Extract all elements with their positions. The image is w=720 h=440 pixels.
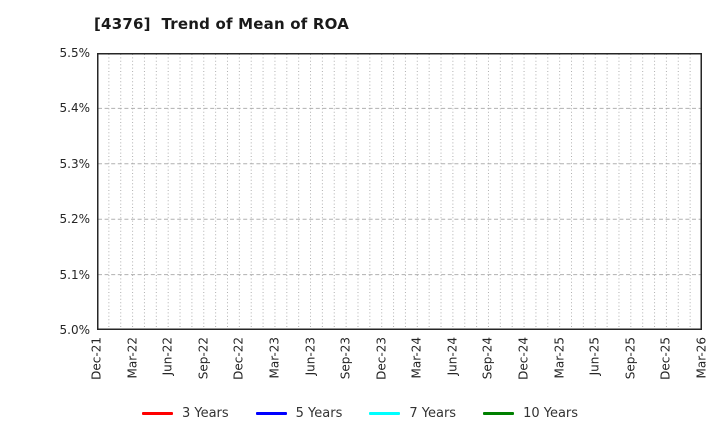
x-tick-label: Jun-23 <box>303 337 318 376</box>
x-tick-label: Jun-24 <box>445 337 460 376</box>
x-tick-label: Dec-23 <box>374 337 389 380</box>
legend-item-7-years: 7 Years <box>369 406 456 421</box>
x-tick-label: Jun-25 <box>587 337 602 376</box>
x-tick-label: Dec-24 <box>516 337 531 380</box>
y-tick-label: 5.1% <box>59 267 91 282</box>
y-tick-label: 5.5% <box>59 46 91 60</box>
x-tick-label: Dec-21 <box>89 337 104 380</box>
x-tick-label: Dec-25 <box>658 337 673 380</box>
legend-item-label: 5 Years <box>295 405 343 421</box>
chart-title: [4376] Trend of Mean of ROA <box>94 15 350 33</box>
x-tick-label: Dec-22 <box>231 337 246 380</box>
legend-item-label: 3 Years <box>181 405 229 421</box>
x-tick-label: Sep-25 <box>623 337 638 380</box>
y-tick-label: 5.4% <box>59 101 91 116</box>
y-tick-label: 5.2% <box>59 212 91 227</box>
x-tick-label: Sep-23 <box>338 337 353 380</box>
x-tick-label: Mar-23 <box>267 337 282 379</box>
x-tick-label: Jun-22 <box>160 337 175 376</box>
legend-item-5-years: 5 Years <box>255 405 343 421</box>
legend-line-swatch <box>369 411 401 415</box>
legend: 3 Years 5 Years 7 Years 10 Years <box>0 399 720 427</box>
x-tick-label: Mar-26 <box>694 337 709 379</box>
legend-line-swatch <box>141 411 173 415</box>
x-tick-label: Mar-25 <box>552 337 567 379</box>
legend-item-label: 10 Years <box>523 405 579 421</box>
plot-frame <box>97 53 702 330</box>
legend-item-10-years: 10 Years <box>483 406 578 421</box>
x-tick-label: Sep-22 <box>196 337 211 380</box>
legend-item-label: 7 Years <box>409 405 457 421</box>
plot-area <box>97 53 702 330</box>
x-tick-label: Sep-24 <box>480 337 495 380</box>
x-tick-label: Mar-24 <box>409 337 424 379</box>
legend-item-3-years: 3 Years <box>141 405 229 421</box>
legend-line-swatch <box>483 411 515 415</box>
y-tick-label: 5.0% <box>59 323 91 337</box>
y-tick-label: 5.3% <box>59 156 91 171</box>
legend-line-swatch <box>255 411 287 415</box>
x-tick-label: Mar-22 <box>125 337 140 379</box>
